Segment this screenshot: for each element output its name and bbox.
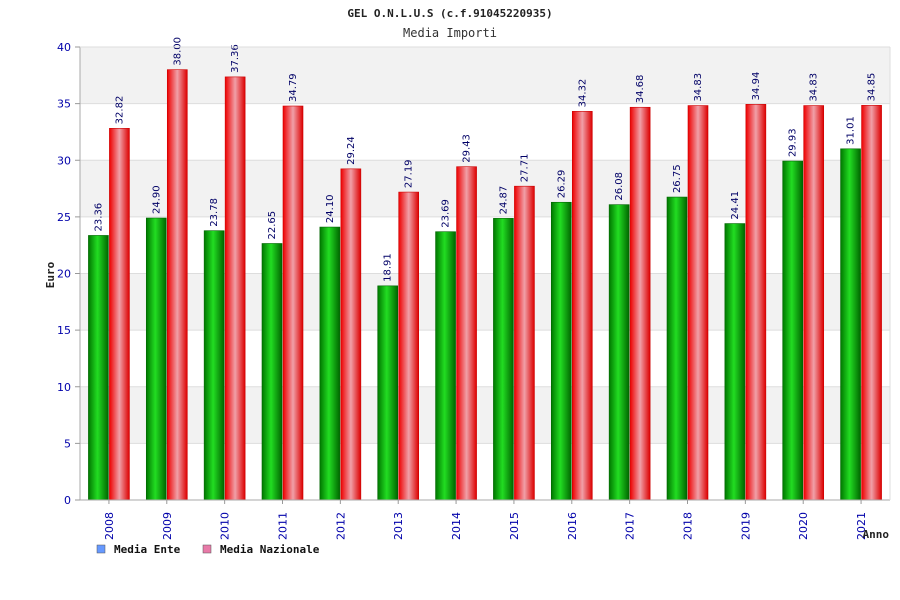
bar-media-ente-2020 xyxy=(782,160,804,501)
axes xyxy=(79,46,891,501)
bar-media-ente-2012 xyxy=(319,226,341,501)
chart-title: GEL O.N.L.U.S (c.f.91045220935) xyxy=(347,7,552,20)
bar-media-nazionale-2020 xyxy=(803,105,825,501)
bar-media-ente-2015 xyxy=(493,218,514,501)
bar-media-nazionale-2009 xyxy=(166,69,188,501)
y-tick-label: 10 xyxy=(57,381,71,394)
legend-label-media-nazionale: Media Nazionale xyxy=(220,543,320,556)
y-tick-label: 20 xyxy=(57,268,71,281)
value-label: 27.19 xyxy=(404,159,415,188)
x-tick-label: 2010 xyxy=(219,512,232,540)
value-label: 24.41 xyxy=(730,191,741,220)
y-tick-label: 40 xyxy=(57,41,71,54)
value-label: 29.24 xyxy=(346,136,357,165)
value-label: 29.93 xyxy=(788,128,799,157)
y-ticks: 0 5 10 15 20 25 30 35 40 xyxy=(57,41,80,507)
value-label: 22.65 xyxy=(267,211,278,240)
y-tick-label: 35 xyxy=(57,98,71,111)
value-label: 23.69 xyxy=(441,199,452,228)
value-label: 24.10 xyxy=(325,194,336,223)
x-tick-label: 2012 xyxy=(334,512,347,540)
value-label: 23.78 xyxy=(209,198,220,227)
x-tick-label: 2017 xyxy=(624,512,637,540)
bar-media-nazionale-2012 xyxy=(340,168,362,501)
x-ticks: 2008 2009 2010 2011 2012 2013 2014 2015 2016 2017… xyxy=(103,500,868,540)
value-label: 34.32 xyxy=(577,79,588,108)
value-label: 37.36 xyxy=(230,44,241,73)
value-label: 31.01 xyxy=(846,116,857,145)
value-label: 26.75 xyxy=(672,164,683,193)
value-label: 26.29 xyxy=(556,170,567,199)
chart-subtitle: Media Importi xyxy=(403,26,497,40)
legend: Media Ente Media Nazionale xyxy=(96,543,320,556)
value-label: 24.90 xyxy=(151,185,162,214)
y-tick-label: 30 xyxy=(57,154,71,167)
value-label: 34.68 xyxy=(635,75,646,104)
bar-media-nazionale-2018 xyxy=(687,105,709,501)
value-label: 34.79 xyxy=(288,73,299,102)
x-tick-label: 2013 xyxy=(392,512,405,540)
bar-media-nazionale-2017 xyxy=(629,106,651,501)
value-label: 27.71 xyxy=(519,154,530,183)
value-labels: 23.36 32.82 24.90 38.00 23.78 37.36 22.65 34.79… xyxy=(93,37,877,282)
bar-media-nazionale-2021 xyxy=(861,105,882,501)
value-label: 32.82 xyxy=(114,96,125,125)
value-label: 23.36 xyxy=(93,203,104,232)
x-tick-label: 2008 xyxy=(103,512,116,540)
bar-media-nazionale-2014 xyxy=(456,166,477,501)
value-label: 26.08 xyxy=(614,172,625,201)
bar-media-ente-2008 xyxy=(88,235,109,501)
value-label: 18.91 xyxy=(383,253,394,282)
bars xyxy=(88,69,882,501)
bar-media-ente-2016 xyxy=(550,201,572,501)
legend-swatch-media-ente xyxy=(96,544,106,554)
y-tick-label: 25 xyxy=(57,211,71,224)
bar-media-ente-2018 xyxy=(666,196,688,501)
value-label: 29.43 xyxy=(462,134,473,163)
value-label: 34.83 xyxy=(809,73,820,102)
y-tick-label: 0 xyxy=(64,494,71,507)
x-tick-label: 2014 xyxy=(450,512,463,540)
legend-label-media-ente: Media Ente xyxy=(114,543,181,556)
bar-media-ente-2009 xyxy=(145,217,167,501)
grid-band xyxy=(80,273,890,331)
x-tick-label: 2015 xyxy=(508,512,521,540)
bar-media-nazionale-2013 xyxy=(398,191,420,501)
bar-media-nazionale-2010 xyxy=(224,76,246,501)
bar-media-ente-2011 xyxy=(261,243,283,501)
bar-media-ente-2013 xyxy=(377,285,399,501)
bar-media-nazionale-2015 xyxy=(514,185,535,501)
y-axis-label: Euro xyxy=(44,261,57,288)
bar-media-ente-2010 xyxy=(203,230,225,501)
y-tick-label: 15 xyxy=(57,324,71,337)
legend-swatch-media-nazionale xyxy=(202,544,212,554)
value-label: 34.85 xyxy=(867,73,878,102)
value-label: 34.83 xyxy=(693,73,704,102)
y-tick-label: 5 xyxy=(64,437,71,450)
x-tick-label: 2009 xyxy=(161,512,174,540)
bar-media-nazionale-2016 xyxy=(571,111,593,501)
bar-media-ente-2017 xyxy=(608,204,630,501)
grid-band xyxy=(80,160,890,217)
x-tick-label: 2018 xyxy=(682,512,695,540)
x-tick-label: 2020 xyxy=(797,512,810,540)
grid-band xyxy=(80,386,890,444)
value-label: 34.94 xyxy=(751,72,762,101)
x-tick-label: 2016 xyxy=(566,512,579,540)
x-tick-label: 2021 xyxy=(855,512,868,540)
value-label: 38.00 xyxy=(172,37,183,66)
x-tick-label: 2019 xyxy=(739,512,752,540)
grid-band xyxy=(80,47,890,104)
bar-media-ente-2014 xyxy=(435,231,456,501)
bar-media-ente-2021 xyxy=(840,148,861,501)
bar-media-nazionale-2019 xyxy=(745,104,767,501)
bar-media-ente-2019 xyxy=(724,223,746,501)
x-axis-label: Anno xyxy=(863,528,890,541)
bar-media-nazionale-2011 xyxy=(282,105,304,501)
bar-media-nazionale-2008 xyxy=(109,128,130,501)
x-tick-label: 2011 xyxy=(277,512,290,540)
value-label: 24.87 xyxy=(498,186,509,215)
